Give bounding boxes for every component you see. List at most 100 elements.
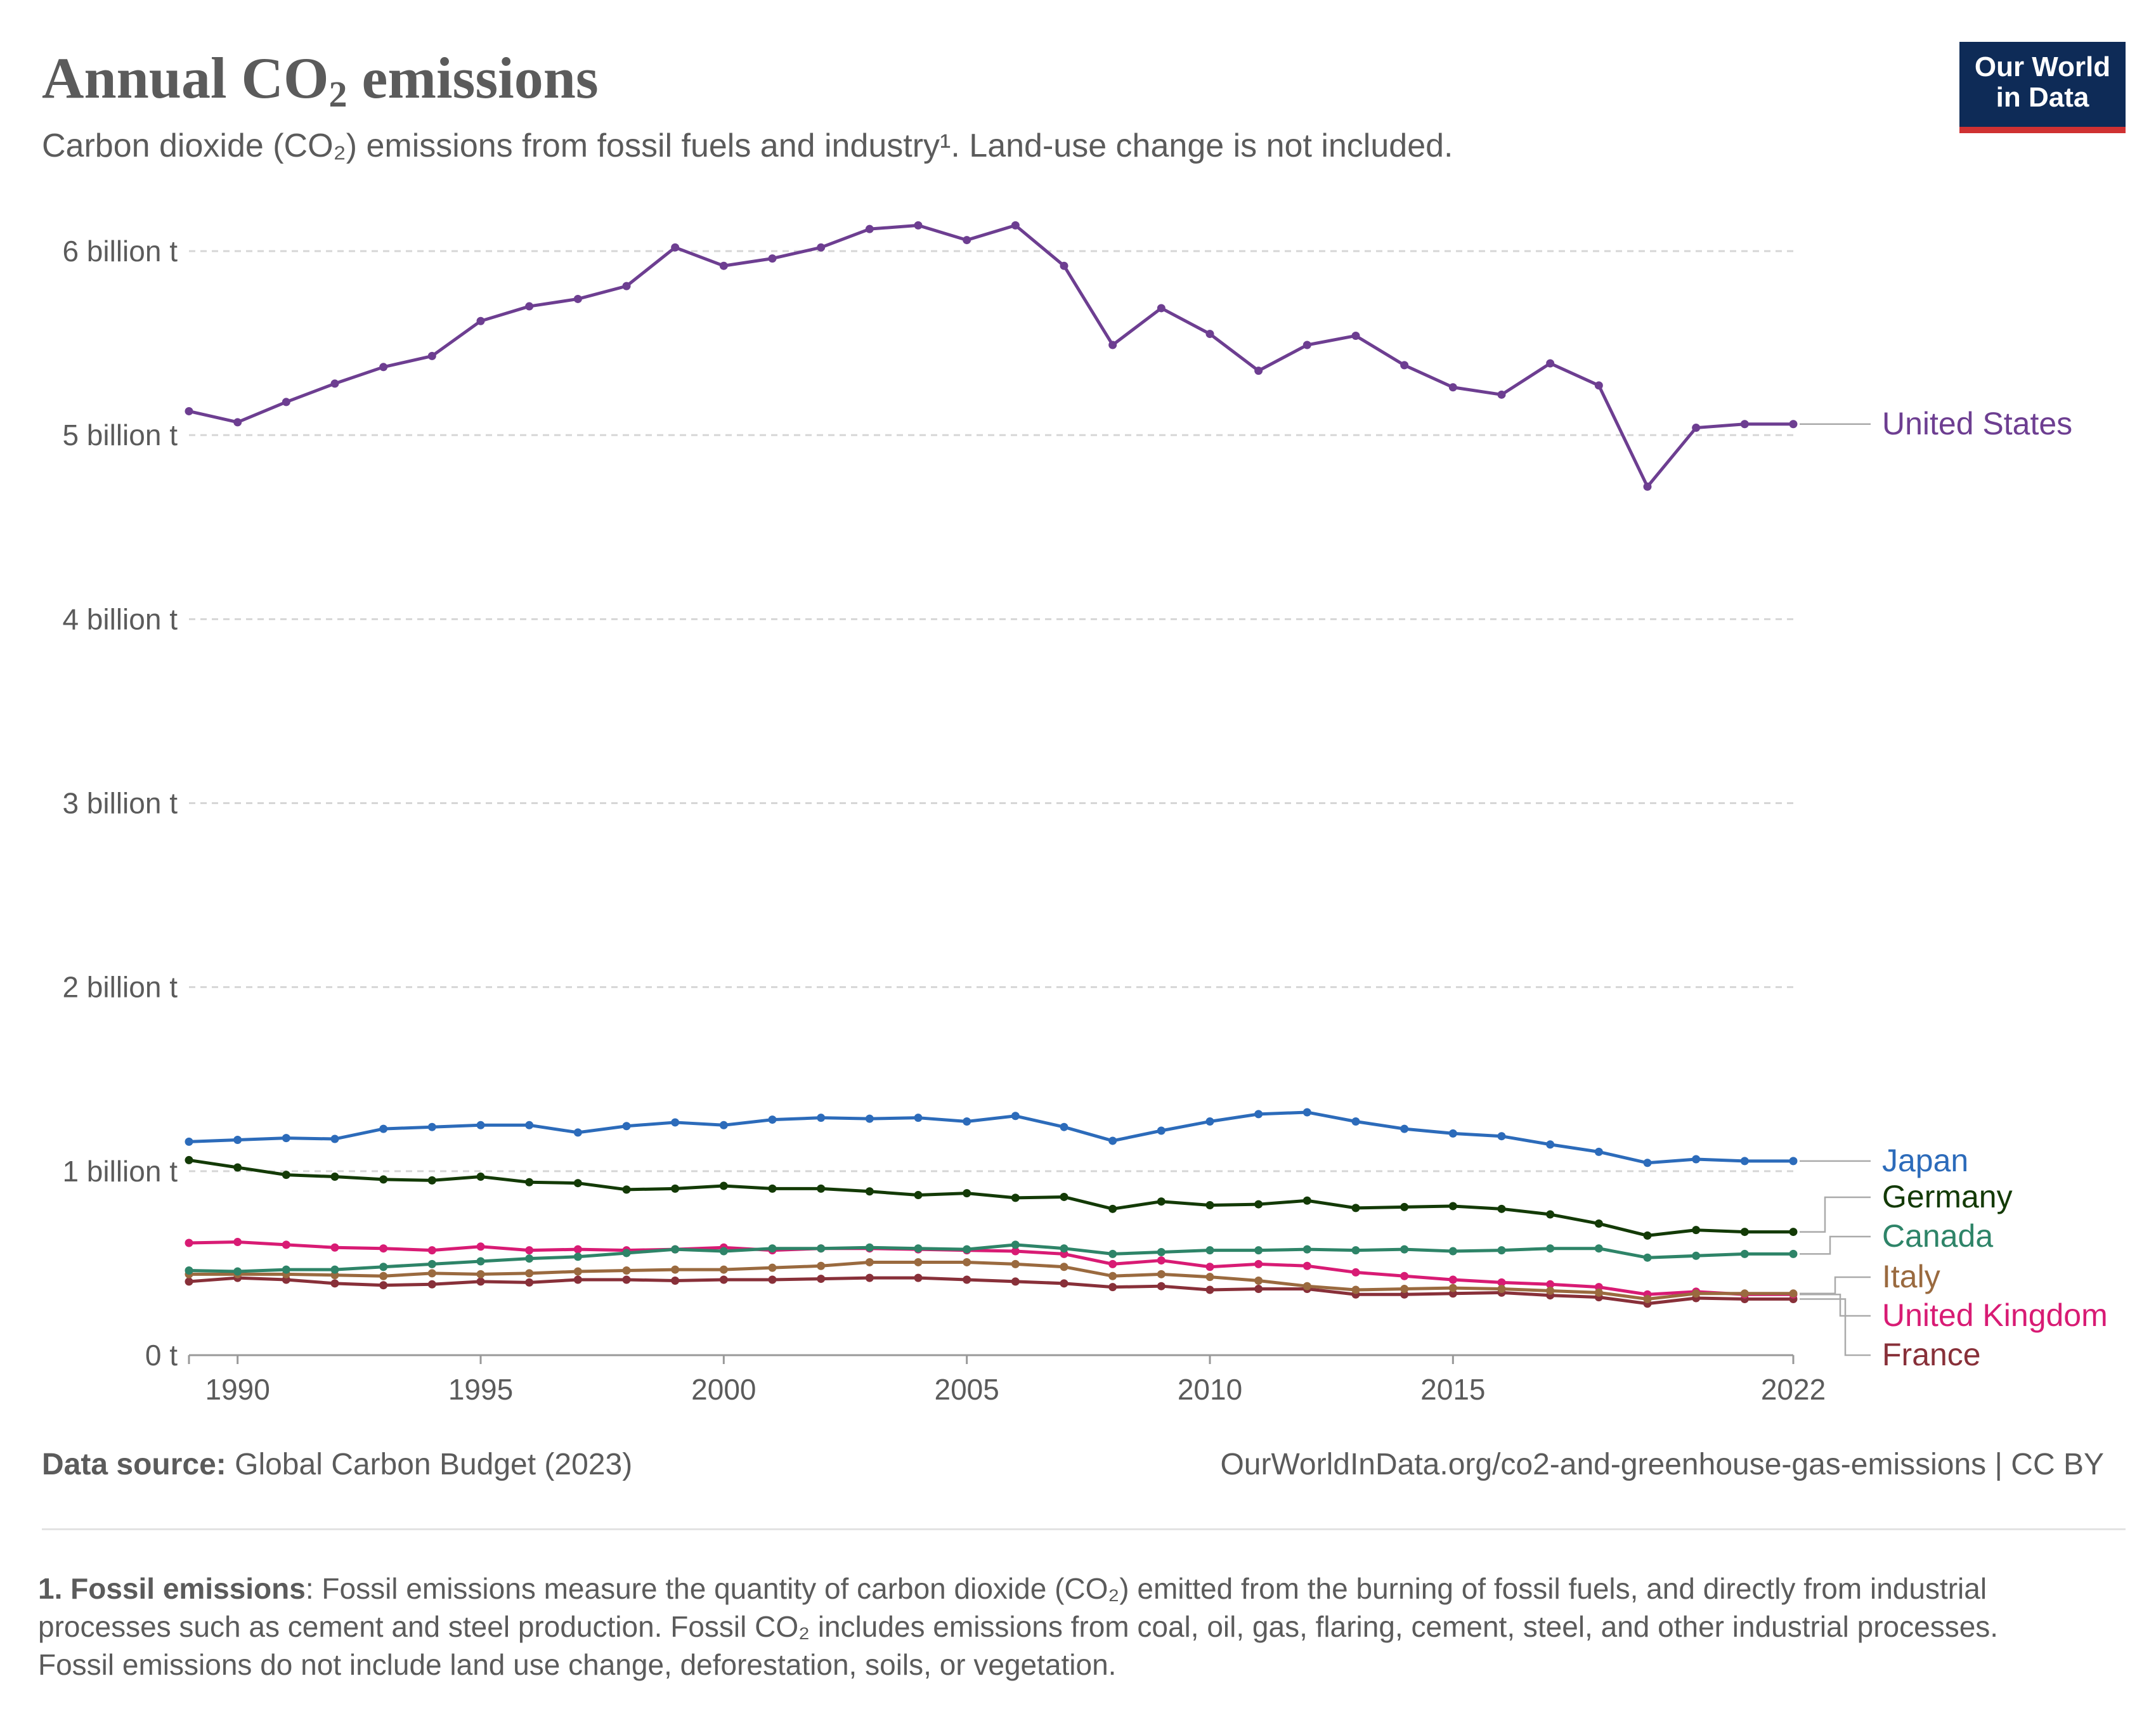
data-point (1643, 1253, 1652, 1262)
data-point (1789, 1289, 1798, 1298)
logo-line-2: in Data (1996, 82, 2089, 113)
data-point (1011, 1259, 1020, 1268)
data-point (1302, 1245, 1311, 1254)
series-label: United Kingdom (1882, 1297, 2108, 1333)
data-point (1157, 1270, 1166, 1278)
data-point (817, 243, 826, 252)
series-line-canada (188, 1243, 1793, 1273)
data-point (1497, 1246, 1506, 1255)
footnote: 1. Fossil emissions: Fossil emissions me… (38, 1572, 1999, 1681)
series-label: Canada (1882, 1218, 1993, 1254)
data-point (1011, 1247, 1020, 1256)
data-point (330, 1265, 339, 1274)
data-point (671, 1118, 680, 1127)
data-point (865, 1258, 874, 1266)
data-point (817, 1114, 826, 1122)
data-point (1157, 1197, 1166, 1206)
data-point (525, 1246, 534, 1255)
data-point (719, 1275, 728, 1284)
data-point (233, 1136, 242, 1145)
data-point (719, 261, 728, 270)
data-point (1254, 1110, 1263, 1119)
source-url[interactable]: OurWorldInData.org/co2-and-greenhouse-ga… (1220, 1448, 2104, 1481)
data-point (1740, 1157, 1749, 1166)
series-label: Japan (1882, 1143, 1968, 1178)
data-point (330, 1279, 339, 1288)
owid-logo[interactable]: Our World in Data (1959, 42, 2126, 133)
grid-lines (189, 250, 1793, 1173)
data-point (476, 316, 485, 325)
data-point (1740, 1289, 1749, 1298)
series-label: Germany (1882, 1179, 2013, 1214)
data-point (379, 1263, 388, 1271)
data-point (1594, 1288, 1603, 1297)
data-point (1400, 1245, 1409, 1254)
y-tick-label: 4 billion t (62, 602, 178, 635)
data-point (573, 294, 582, 303)
leader-line (1800, 1293, 1871, 1317)
data-point (282, 1134, 290, 1143)
data-point (476, 1242, 485, 1251)
data-point (1448, 1247, 1457, 1256)
data-point (1351, 331, 1360, 340)
data-point (525, 1178, 534, 1186)
data-point (622, 1185, 631, 1194)
data-point (1692, 1226, 1701, 1235)
data-point (379, 363, 388, 372)
data-point (379, 1124, 388, 1133)
data-point (1740, 1249, 1749, 1258)
data-point (525, 1121, 534, 1129)
series-line-united-states (188, 223, 1793, 488)
data-point (865, 224, 874, 233)
data-point (1060, 1192, 1068, 1201)
data-point (185, 1155, 193, 1164)
footer-divider (42, 1528, 2126, 1530)
data-point (1108, 1271, 1117, 1280)
data-point (1060, 1122, 1068, 1131)
y-tick-label: 0 t (145, 1339, 178, 1372)
data-point (185, 1238, 193, 1247)
data-point (233, 1163, 242, 1172)
data-point (525, 1269, 534, 1278)
data-point (1400, 361, 1409, 370)
data-point (1302, 1108, 1311, 1117)
data-point (1108, 1204, 1117, 1213)
data-point (185, 1266, 193, 1275)
data-point (1254, 1259, 1263, 1268)
data-point (1205, 1263, 1214, 1271)
data-point (622, 1266, 631, 1275)
data-point (671, 1265, 680, 1274)
data-point (1594, 1244, 1603, 1253)
data-point (1011, 1277, 1020, 1286)
data-point (1205, 1273, 1214, 1282)
data-point (768, 1263, 777, 1272)
data-point (476, 1277, 485, 1286)
data-point (476, 1257, 485, 1266)
data-point (719, 1247, 728, 1256)
y-tick-label: 5 billion t (62, 419, 178, 452)
data-point (1205, 1285, 1214, 1294)
data-point (671, 1245, 680, 1254)
data-point (233, 418, 242, 427)
data-point (427, 1269, 436, 1278)
data-point (1108, 1259, 1117, 1268)
data-point (817, 1275, 826, 1284)
data-point (1254, 1200, 1263, 1209)
data-point (330, 379, 339, 388)
data-point (1740, 420, 1749, 429)
series-group (185, 221, 1798, 1308)
data-point (1448, 1284, 1457, 1292)
data-point (963, 1245, 971, 1254)
data-point (1060, 1279, 1068, 1288)
data-point (719, 1265, 728, 1274)
chart-title: Annual CO2 emissions (42, 46, 599, 115)
data-point (525, 302, 534, 311)
data-point (282, 1265, 290, 1274)
series-line-germany (188, 1158, 1793, 1237)
data-point (573, 1128, 582, 1137)
data-point (1400, 1271, 1409, 1280)
data-point (573, 1252, 582, 1261)
data-point (1400, 1285, 1409, 1294)
data-point (1497, 1204, 1506, 1213)
data-point (1594, 1219, 1603, 1228)
